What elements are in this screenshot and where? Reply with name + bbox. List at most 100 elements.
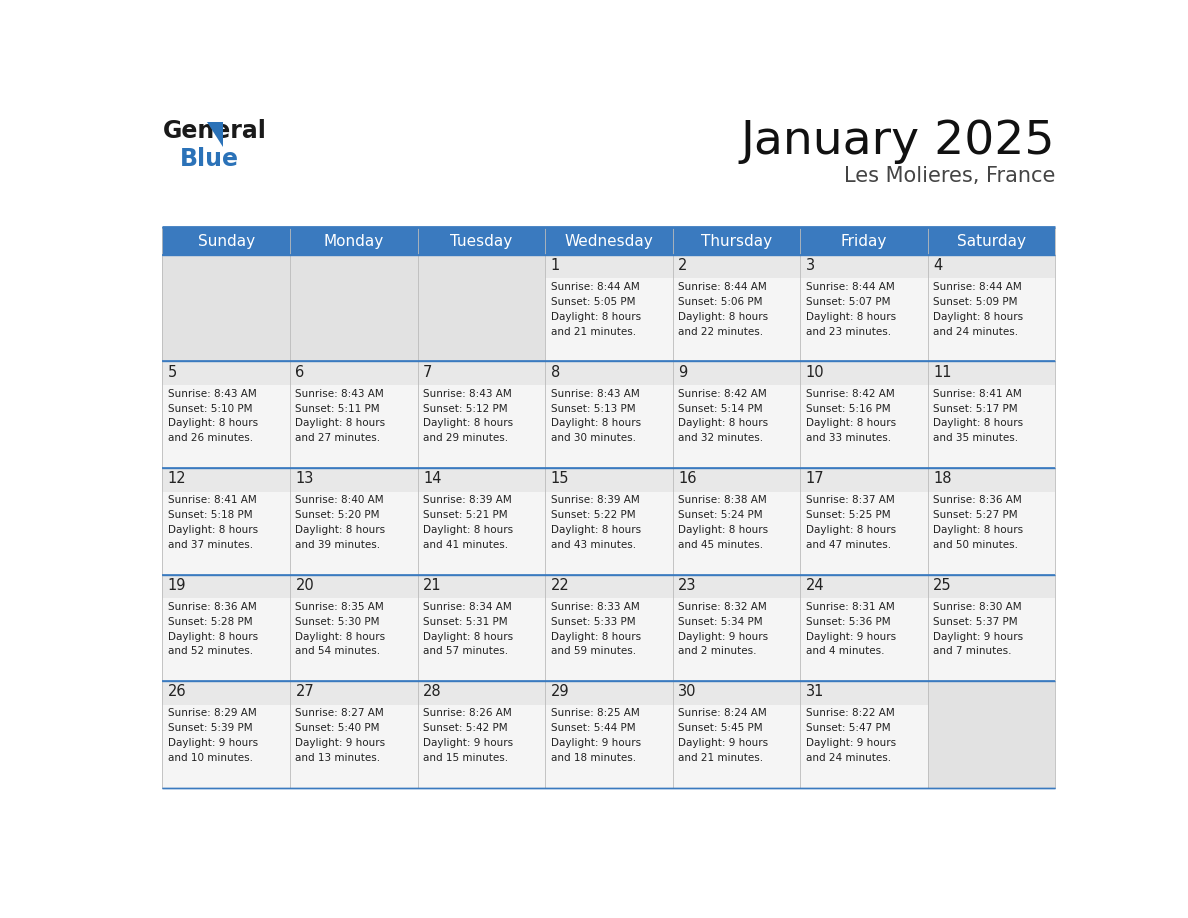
Bar (290, 385, 417, 468)
Bar (545, 705, 672, 788)
Bar (801, 705, 928, 788)
Bar (545, 468, 672, 491)
Bar (163, 362, 290, 385)
Text: 29: 29 (550, 684, 569, 700)
Bar (672, 681, 801, 705)
Text: Saturday: Saturday (958, 233, 1026, 249)
Text: Sunrise: 8:30 AM
Sunset: 5:37 PM
Daylight: 9 hours
and 7 minutes.: Sunrise: 8:30 AM Sunset: 5:37 PM Dayligh… (933, 602, 1023, 656)
Text: Sunrise: 8:26 AM
Sunset: 5:42 PM
Daylight: 9 hours
and 15 minutes.: Sunrise: 8:26 AM Sunset: 5:42 PM Dayligh… (423, 709, 513, 763)
Text: Sunday: Sunday (197, 233, 254, 249)
Bar (672, 491, 801, 575)
Bar (545, 491, 672, 575)
Text: Sunrise: 8:41 AM
Sunset: 5:17 PM
Daylight: 8 hours
and 35 minutes.: Sunrise: 8:41 AM Sunset: 5:17 PM Dayligh… (933, 389, 1023, 443)
Text: Blue: Blue (179, 147, 239, 171)
Bar (928, 385, 1055, 468)
Bar (163, 575, 290, 598)
Polygon shape (207, 122, 222, 147)
Text: Thursday: Thursday (701, 233, 772, 249)
Text: 28: 28 (423, 684, 442, 700)
Text: Sunrise: 8:42 AM
Sunset: 5:16 PM
Daylight: 8 hours
and 33 minutes.: Sunrise: 8:42 AM Sunset: 5:16 PM Dayligh… (805, 389, 896, 443)
Bar (672, 255, 801, 278)
Bar (290, 575, 417, 598)
Text: January 2025: January 2025 (741, 119, 1055, 164)
Bar (163, 255, 290, 278)
Bar (801, 598, 928, 681)
Text: 26: 26 (168, 684, 187, 700)
Bar (290, 598, 417, 681)
Bar (545, 598, 672, 681)
Text: 25: 25 (933, 577, 952, 593)
Text: Sunrise: 8:24 AM
Sunset: 5:45 PM
Daylight: 9 hours
and 21 minutes.: Sunrise: 8:24 AM Sunset: 5:45 PM Dayligh… (678, 709, 769, 763)
Bar (672, 598, 801, 681)
Text: 7: 7 (423, 364, 432, 379)
Text: Tuesday: Tuesday (450, 233, 512, 249)
Bar (672, 385, 801, 468)
Text: 30: 30 (678, 684, 696, 700)
Text: 23: 23 (678, 577, 696, 593)
Text: Sunrise: 8:36 AM
Sunset: 5:28 PM
Daylight: 8 hours
and 52 minutes.: Sunrise: 8:36 AM Sunset: 5:28 PM Dayligh… (168, 602, 258, 656)
Text: Sunrise: 8:25 AM
Sunset: 5:44 PM
Daylight: 9 hours
and 18 minutes.: Sunrise: 8:25 AM Sunset: 5:44 PM Dayligh… (550, 709, 640, 763)
Bar (801, 362, 928, 385)
Bar (801, 681, 928, 705)
Bar (163, 491, 290, 575)
Text: 18: 18 (933, 471, 952, 487)
Text: 2: 2 (678, 258, 688, 273)
Text: Friday: Friday (841, 233, 887, 249)
Text: Sunrise: 8:40 AM
Sunset: 5:20 PM
Daylight: 8 hours
and 39 minutes.: Sunrise: 8:40 AM Sunset: 5:20 PM Dayligh… (296, 496, 386, 550)
Bar (672, 362, 801, 385)
Text: 3: 3 (805, 258, 815, 273)
Text: 22: 22 (550, 577, 569, 593)
Bar (290, 362, 417, 385)
Text: Sunrise: 8:31 AM
Sunset: 5:36 PM
Daylight: 9 hours
and 4 minutes.: Sunrise: 8:31 AM Sunset: 5:36 PM Dayligh… (805, 602, 896, 656)
Text: Sunrise: 8:44 AM
Sunset: 5:09 PM
Daylight: 8 hours
and 24 minutes.: Sunrise: 8:44 AM Sunset: 5:09 PM Dayligh… (933, 282, 1023, 337)
Text: Sunrise: 8:43 AM
Sunset: 5:10 PM
Daylight: 8 hours
and 26 minutes.: Sunrise: 8:43 AM Sunset: 5:10 PM Dayligh… (168, 389, 258, 443)
Bar (801, 491, 928, 575)
Text: 20: 20 (296, 577, 314, 593)
Bar (672, 705, 801, 788)
Text: 16: 16 (678, 471, 696, 487)
Bar (163, 278, 290, 362)
Text: 24: 24 (805, 577, 824, 593)
Bar (290, 278, 417, 362)
Text: Sunrise: 8:22 AM
Sunset: 5:47 PM
Daylight: 9 hours
and 24 minutes.: Sunrise: 8:22 AM Sunset: 5:47 PM Dayligh… (805, 709, 896, 763)
Text: 4: 4 (933, 258, 942, 273)
Text: 15: 15 (550, 471, 569, 487)
Bar (290, 705, 417, 788)
Bar (417, 491, 545, 575)
Bar (801, 255, 928, 278)
Text: 5: 5 (168, 364, 177, 379)
Text: Sunrise: 8:34 AM
Sunset: 5:31 PM
Daylight: 8 hours
and 57 minutes.: Sunrise: 8:34 AM Sunset: 5:31 PM Dayligh… (423, 602, 513, 656)
Text: 8: 8 (550, 364, 560, 379)
Text: 19: 19 (168, 577, 187, 593)
Bar (417, 385, 545, 468)
Bar (928, 491, 1055, 575)
Bar (545, 278, 672, 362)
Text: 1: 1 (550, 258, 560, 273)
Text: Sunrise: 8:35 AM
Sunset: 5:30 PM
Daylight: 8 hours
and 54 minutes.: Sunrise: 8:35 AM Sunset: 5:30 PM Dayligh… (296, 602, 386, 656)
Text: Monday: Monday (323, 233, 384, 249)
Bar (417, 575, 545, 598)
Text: Sunrise: 8:44 AM
Sunset: 5:05 PM
Daylight: 8 hours
and 21 minutes.: Sunrise: 8:44 AM Sunset: 5:05 PM Dayligh… (550, 282, 640, 337)
Text: Sunrise: 8:29 AM
Sunset: 5:39 PM
Daylight: 9 hours
and 10 minutes.: Sunrise: 8:29 AM Sunset: 5:39 PM Dayligh… (168, 709, 258, 763)
Text: Sunrise: 8:43 AM
Sunset: 5:11 PM
Daylight: 8 hours
and 27 minutes.: Sunrise: 8:43 AM Sunset: 5:11 PM Dayligh… (296, 389, 386, 443)
Text: Sunrise: 8:33 AM
Sunset: 5:33 PM
Daylight: 8 hours
and 59 minutes.: Sunrise: 8:33 AM Sunset: 5:33 PM Dayligh… (550, 602, 640, 656)
Text: 27: 27 (296, 684, 314, 700)
Text: Sunrise: 8:43 AM
Sunset: 5:13 PM
Daylight: 8 hours
and 30 minutes.: Sunrise: 8:43 AM Sunset: 5:13 PM Dayligh… (550, 389, 640, 443)
Bar (928, 575, 1055, 598)
Bar (672, 278, 801, 362)
Bar (928, 278, 1055, 362)
Bar (417, 705, 545, 788)
Bar (928, 362, 1055, 385)
Text: 17: 17 (805, 471, 824, 487)
Bar (417, 681, 545, 705)
Bar (801, 278, 928, 362)
Text: General: General (163, 119, 266, 143)
Bar (801, 468, 928, 491)
Text: 31: 31 (805, 684, 824, 700)
Bar (163, 468, 290, 491)
Text: Les Molieres, France: Les Molieres, France (843, 165, 1055, 185)
Bar (163, 227, 1055, 255)
Text: Sunrise: 8:43 AM
Sunset: 5:12 PM
Daylight: 8 hours
and 29 minutes.: Sunrise: 8:43 AM Sunset: 5:12 PM Dayligh… (423, 389, 513, 443)
Text: Sunrise: 8:32 AM
Sunset: 5:34 PM
Daylight: 9 hours
and 2 minutes.: Sunrise: 8:32 AM Sunset: 5:34 PM Dayligh… (678, 602, 769, 656)
Bar (928, 598, 1055, 681)
